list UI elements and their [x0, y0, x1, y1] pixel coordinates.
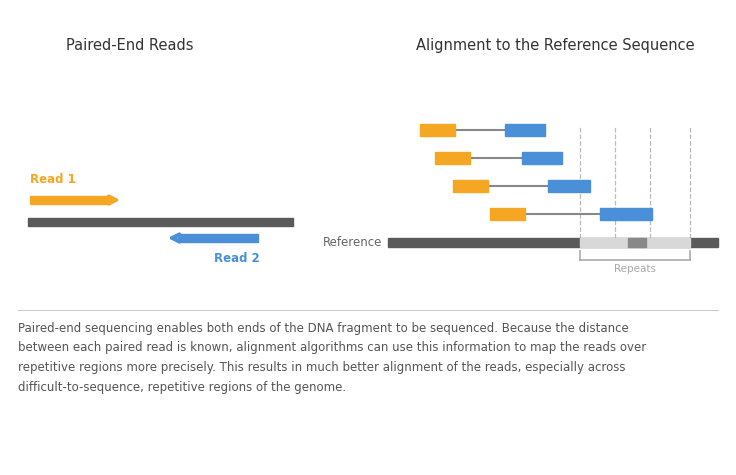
Bar — [28, 218, 293, 226]
Text: Alignment to the Reference Sequence: Alignment to the Reference Sequence — [416, 38, 694, 53]
Bar — [420, 124, 455, 136]
Bar — [505, 124, 545, 136]
Bar — [435, 152, 470, 164]
Text: Reference: Reference — [322, 236, 382, 248]
Bar — [490, 208, 525, 220]
Bar — [628, 238, 646, 247]
Text: Read 1: Read 1 — [30, 173, 76, 186]
Text: Repeats: Repeats — [614, 264, 656, 274]
Bar — [580, 238, 690, 247]
Bar — [453, 180, 488, 192]
Bar — [388, 238, 718, 247]
Bar — [548, 180, 590, 192]
Text: Paired-End Reads: Paired-End Reads — [66, 38, 194, 53]
Bar — [178, 234, 258, 242]
Text: Paired-end sequencing enables both ends of the DNA fragment to be sequenced. Bec: Paired-end sequencing enables both ends … — [18, 322, 646, 393]
Bar — [522, 152, 562, 164]
Text: Read 2: Read 2 — [214, 252, 260, 265]
Bar — [600, 208, 652, 220]
Bar — [30, 196, 110, 204]
